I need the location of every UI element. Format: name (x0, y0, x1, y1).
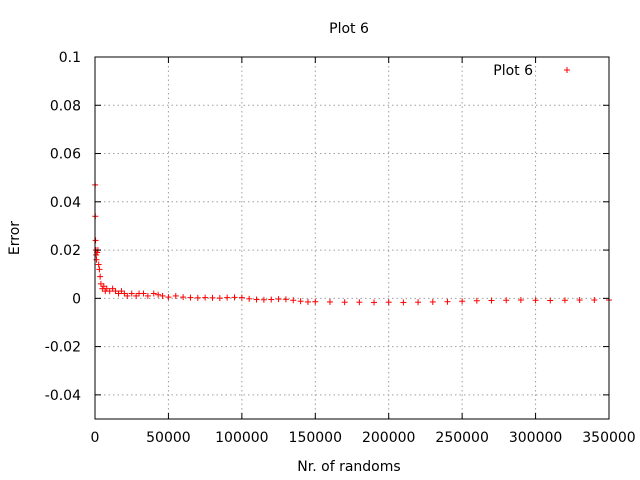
legend: Plot 6 (493, 63, 570, 79)
data-point (356, 299, 363, 306)
y-tick-label: 0.06 (50, 147, 81, 163)
data-point (547, 297, 554, 304)
data-point (128, 290, 135, 297)
data-point (561, 297, 568, 304)
legend-marker (564, 67, 570, 73)
y-tick-label: 0.1 (59, 50, 81, 66)
data-point (180, 294, 187, 301)
data-point (268, 296, 275, 303)
data-point (155, 291, 162, 298)
data-point (140, 290, 147, 297)
data-point (400, 299, 407, 306)
x-tick-label: 200000 (362, 430, 415, 446)
data-point (216, 295, 223, 302)
chart-title: Plot 6 (329, 21, 369, 37)
data-point (282, 296, 289, 303)
grid-lines (95, 57, 609, 419)
x-tick-label: 150000 (289, 430, 342, 446)
data-point (194, 294, 201, 301)
data-point (591, 297, 598, 304)
data-point (503, 297, 510, 304)
data-point (231, 294, 238, 301)
data-point (209, 294, 216, 301)
plot-frame (94, 56, 610, 420)
data-point (202, 294, 209, 301)
x-tick-label: 350000 (582, 430, 635, 446)
data-point (290, 297, 297, 304)
data-point (297, 298, 304, 305)
data-point (532, 297, 539, 304)
data-points (92, 181, 612, 306)
data-point (124, 292, 131, 299)
y-tick-label: 0.02 (50, 243, 81, 259)
data-point (246, 295, 253, 302)
x-tick-label: 50000 (146, 430, 191, 446)
axis-ticks: 0 50000 100000 150000 200000 250000 300000 3500… (45, 50, 636, 446)
y-axis-label: Error (7, 221, 23, 255)
data-point (517, 297, 524, 304)
data-point (444, 298, 451, 305)
data-point (275, 296, 282, 303)
data-point (341, 299, 348, 306)
data-point (97, 273, 104, 280)
data-point (92, 237, 99, 244)
y-tick-label: -0.04 (45, 388, 81, 404)
x-axis-label: Nr. of randoms (297, 459, 400, 475)
data-point (488, 297, 495, 304)
y-tick-label: 0.08 (50, 98, 81, 114)
data-point (304, 298, 311, 305)
x-tick-label: 100000 (215, 430, 268, 446)
data-point (150, 290, 157, 297)
data-point (165, 294, 172, 301)
data-point (172, 292, 179, 299)
data-point (312, 298, 319, 305)
data-point (429, 298, 436, 305)
data-point (144, 292, 151, 299)
legend-marker-symbol (564, 67, 570, 73)
data-point (473, 297, 480, 304)
data-point (371, 299, 378, 306)
legend-label: Plot 6 (493, 63, 533, 79)
data-point (326, 298, 333, 305)
y-tick-label: 0 (72, 291, 81, 307)
data-point (96, 266, 103, 273)
y-tick-label: 0.04 (50, 195, 81, 211)
data-point (238, 294, 245, 301)
data-point (459, 298, 466, 305)
x-tick-label: 0 (91, 430, 100, 446)
y-tick-label: -0.02 (45, 340, 81, 356)
data-point (159, 292, 166, 299)
data-point (253, 296, 260, 303)
data-point (224, 294, 231, 301)
data-point (187, 294, 194, 301)
data-point (415, 299, 422, 306)
x-tick-label: 300000 (509, 430, 562, 446)
data-point (385, 299, 392, 306)
x-tick-label: 250000 (435, 430, 488, 446)
data-point (93, 256, 100, 263)
data-point (260, 296, 267, 303)
data-point (576, 297, 583, 304)
data-point (95, 261, 102, 268)
